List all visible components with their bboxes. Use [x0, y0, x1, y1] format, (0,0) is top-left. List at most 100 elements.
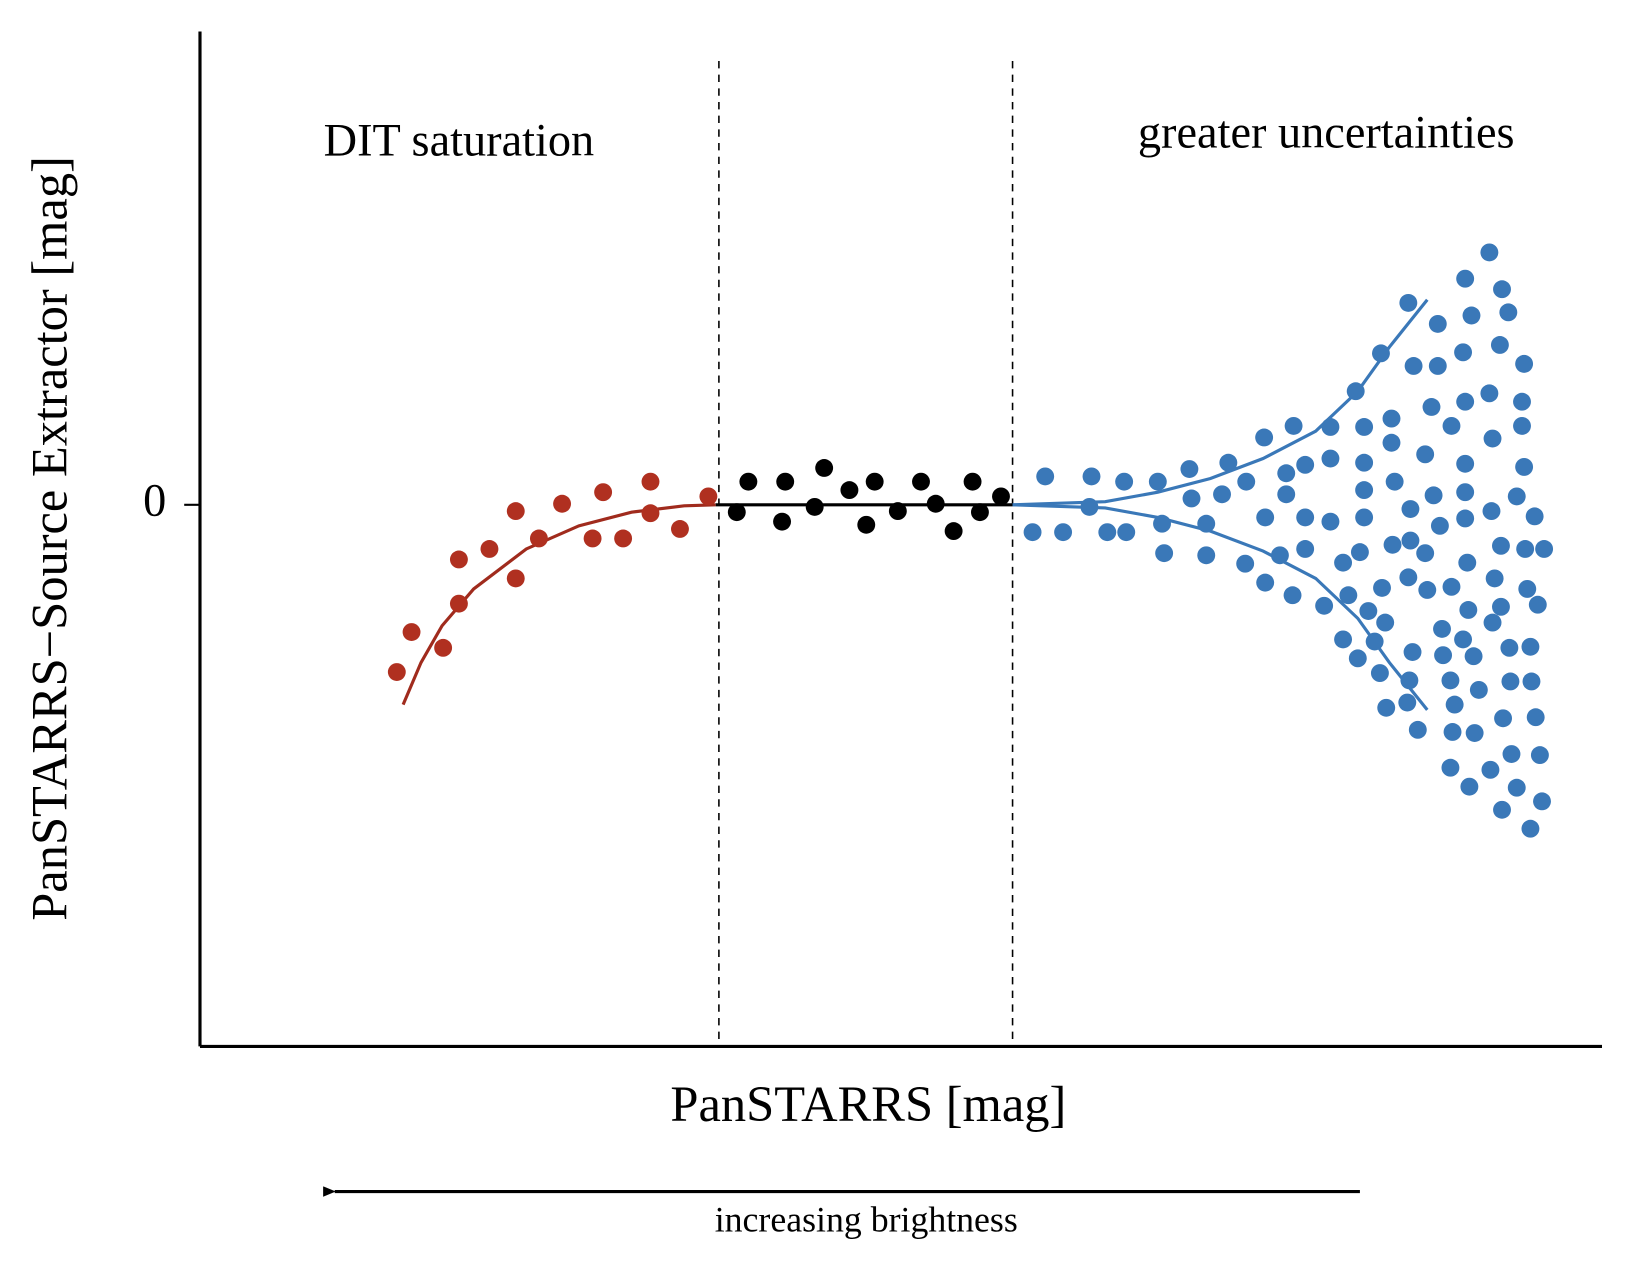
data-point: [1321, 449, 1340, 468]
data-point: [857, 515, 876, 534]
data-point: [1296, 508, 1315, 527]
data-point: [1237, 472, 1256, 491]
data-point: [1401, 500, 1420, 518]
y-axis-label: PanSTARRS−Source Extractor [mag]: [21, 156, 77, 921]
data-point: [641, 472, 660, 491]
data-point: [1462, 306, 1481, 325]
data-point: [1483, 613, 1502, 632]
data-point: [1359, 602, 1378, 620]
data-point: [1515, 458, 1534, 476]
data-point: [1365, 632, 1384, 651]
data-point: [1023, 523, 1042, 542]
data-point: [1296, 455, 1315, 474]
data-point: [1376, 613, 1395, 632]
data-point: [1036, 467, 1055, 486]
data-point: [434, 638, 453, 657]
data-point: [1370, 664, 1389, 683]
data-point: [1315, 596, 1334, 615]
data-point: [840, 481, 859, 500]
data-point: [1441, 671, 1460, 690]
data-point: [553, 494, 572, 513]
data-point: [506, 502, 525, 521]
data-point: [449, 594, 468, 613]
fit-line: [1012, 503, 1429, 711]
data-point: [1155, 544, 1174, 563]
data-point: [1428, 314, 1447, 333]
data-point: [1321, 512, 1340, 531]
data-point: [583, 529, 602, 548]
data-point: [1117, 523, 1136, 542]
data-point: [1399, 293, 1418, 312]
x-axis-label: PanSTARRS [mag]: [670, 1076, 1066, 1132]
data-point: [1373, 578, 1391, 597]
data-point: [1416, 445, 1435, 464]
data-point: [1442, 577, 1461, 596]
data-point: [594, 483, 613, 502]
data-point: [1442, 416, 1461, 435]
data-point: [865, 472, 884, 491]
data-point: [1355, 508, 1374, 527]
data-point: [1507, 487, 1526, 506]
data-point: [1513, 416, 1531, 435]
data-point: [1483, 429, 1502, 448]
data-point: [926, 494, 945, 513]
data-point: [671, 520, 689, 538]
data-point: [529, 529, 548, 548]
data-point: [1355, 481, 1374, 500]
data-point: [1256, 508, 1275, 527]
data-point: [1459, 601, 1478, 619]
data-point: [1521, 637, 1540, 656]
data-point: [1197, 514, 1216, 533]
data-point: [1515, 354, 1534, 373]
data-point: [1350, 543, 1369, 562]
data-point: [944, 522, 963, 541]
data-point: [1404, 357, 1423, 375]
data-point: [970, 503, 989, 522]
data-point: [773, 512, 792, 531]
data-point: [1528, 595, 1547, 614]
data-point: [1148, 472, 1167, 491]
data-point: [1382, 433, 1401, 452]
data-point: [1430, 516, 1449, 535]
data-point: [1530, 746, 1549, 765]
data-point: [1456, 483, 1475, 502]
data-point: [1456, 269, 1475, 288]
data-point: [1456, 454, 1475, 473]
data-point: [1465, 724, 1484, 742]
data-point: [1521, 819, 1540, 838]
data-point: [1197, 546, 1216, 565]
data-point: [1518, 579, 1537, 598]
data-point: [1492, 536, 1510, 555]
data-point: [1424, 486, 1443, 505]
data-point: [1513, 392, 1531, 411]
fit-line: [1012, 298, 1429, 507]
fit-line: [401, 503, 716, 706]
data-point: [1255, 428, 1274, 447]
data-point: [1500, 638, 1519, 657]
data-point: [1535, 540, 1554, 558]
data-point: [1296, 540, 1315, 558]
data-point: [1501, 672, 1520, 691]
data-point: [1482, 502, 1501, 521]
data-point: [1115, 472, 1134, 491]
data-point: [1502, 745, 1521, 763]
data-point: [1180, 460, 1199, 478]
data-point: [1416, 544, 1435, 563]
data-point: [1334, 630, 1353, 649]
data-point: [1403, 643, 1422, 661]
data-point: [1525, 507, 1544, 526]
data-point: [1339, 586, 1358, 605]
annotation: increasing brightness: [715, 1199, 1018, 1239]
data-point: [1385, 472, 1404, 491]
data-point: [1480, 243, 1499, 262]
data-point: [1401, 531, 1420, 550]
data-point: [1399, 568, 1418, 587]
data-point: [1270, 546, 1289, 565]
data-point: [1346, 382, 1365, 401]
data-point: [1082, 467, 1101, 486]
data-point: [1469, 680, 1488, 699]
data-point: [1213, 485, 1231, 504]
data-point: [1408, 720, 1427, 739]
